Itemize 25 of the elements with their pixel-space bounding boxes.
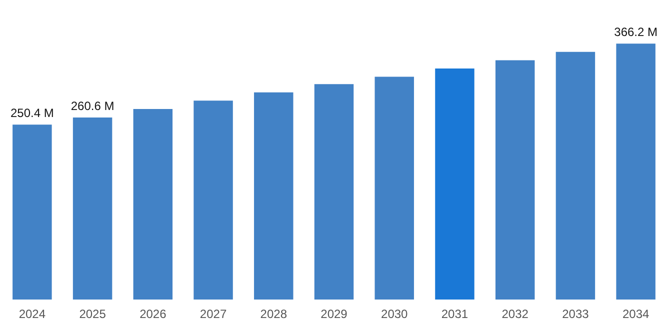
bar <box>616 44 656 300</box>
bar <box>194 100 233 300</box>
data-label: 366.2 M <box>614 24 658 39</box>
x-tick-label: 2026 <box>140 307 167 322</box>
x-tick-label: 2033 <box>562 307 590 322</box>
x-tick-label: 2024 <box>18 307 46 322</box>
bar <box>254 92 294 300</box>
x-tick-label: 2027 <box>200 307 227 322</box>
bar <box>556 52 596 300</box>
bar <box>435 68 474 300</box>
x-tick-label: 2028 <box>260 307 288 322</box>
bar <box>72 117 112 300</box>
data-label: 250.4 M <box>10 106 54 120</box>
bar <box>133 108 173 300</box>
bar <box>495 60 535 300</box>
bar <box>314 84 354 300</box>
x-tick-label: 2034 <box>622 307 650 322</box>
data-label: 260.6 M <box>70 98 114 113</box>
x-tick-label: 2030 <box>381 307 408 322</box>
x-tick-label: 2025 <box>79 307 106 322</box>
bar <box>374 76 414 300</box>
x-tick-label: 2031 <box>441 307 468 322</box>
x-tick-label: 2029 <box>320 307 348 322</box>
bar <box>12 124 52 300</box>
x-tick-label: 2032 <box>502 307 529 322</box>
